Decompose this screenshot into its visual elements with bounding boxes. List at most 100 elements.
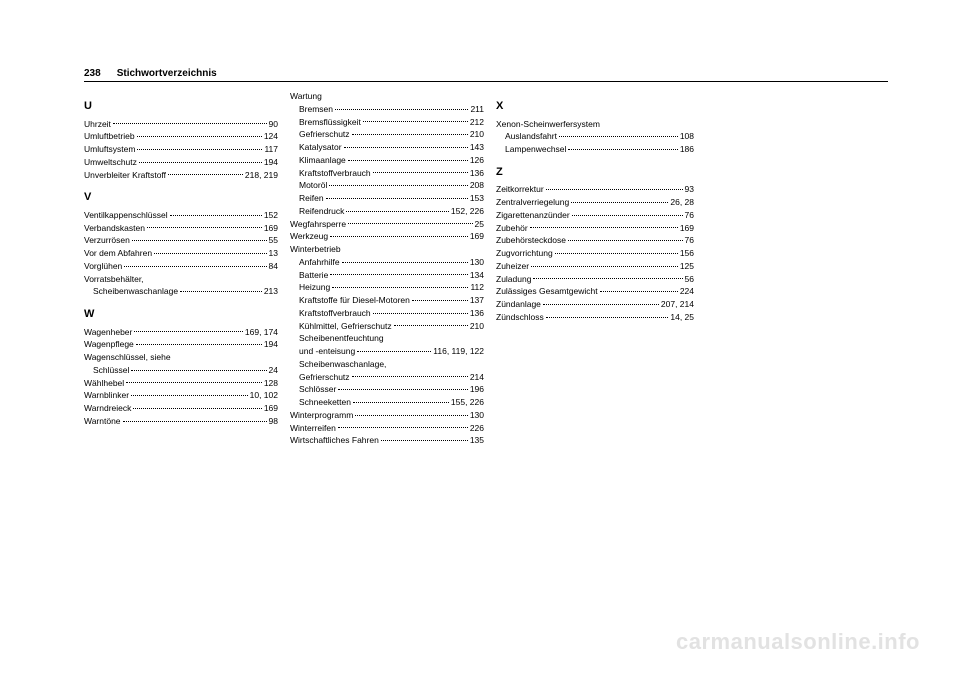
index-pages: 56 [685,273,694,286]
index-entry: Heizung112 [290,281,484,294]
leader-dots [329,185,467,186]
index-pages: 136 [470,307,484,320]
index-pages: 24 [269,364,278,377]
leader-dots [170,215,262,216]
index-label: Wagenheber [84,326,132,339]
index-entry: Zigarettenanzünder76 [496,209,694,222]
index-label: Zugvorrichtung [496,247,553,260]
index-entry: Verbandskasten169 [84,222,278,235]
index-entry: Bremsflüssigkeit212 [290,116,484,129]
index-entry: Zentralverriegelung26, 28 [496,196,694,209]
index-label: Scheibenwaschanlage, [299,358,386,371]
index-entry: Zeitkorrektur93 [496,183,694,196]
leader-dots [543,304,659,305]
index-entry: Wirtschaftliches Fahren135 [290,434,484,447]
leader-dots [126,382,262,383]
leader-dots [338,389,467,390]
index-entry: Warnblinker 10, 102 [84,389,278,402]
index-pages: 194 [264,156,278,169]
leader-dots [332,287,468,288]
index-label: Heizung [299,281,330,294]
leader-dots [600,291,678,292]
index-entry: Scheibenentfeuchtung [290,332,484,345]
index-entry: Vor dem Abfahren13 [84,247,278,260]
index-entry: Lampenwechsel186 [496,143,694,156]
leader-dots [353,402,449,403]
index-entry: Zuladung 56 [496,273,694,286]
leader-dots [132,240,267,241]
index-entry: Kraftstoffverbrauch136 [290,307,484,320]
index-pages: 152 [264,209,278,222]
index-label: Bremsflüssigkeit [299,116,361,129]
index-label: Umluftbetrieb [84,130,135,143]
index-pages: 211 [470,103,484,116]
index-pages: 169, 174 [245,326,278,339]
index-entry: Zugvorrichtung 156 [496,247,694,260]
index-label: Reifendruck [299,205,344,218]
leader-dots [346,211,449,212]
index-label: Zubehörsteckdose [496,234,566,247]
index-label: Zündanlage [496,298,541,311]
index-entry: Kühlmittel, Gefrierschutz210 [290,320,484,333]
section-letter: W [84,306,278,323]
section-letter: V [84,189,278,206]
index-label: Wegfahrsperre [290,218,346,231]
leader-dots [568,149,677,150]
index-label: Verzurrösen [84,234,130,247]
page: 238 Stichwortverzeichnis UUhrzeit90Umluf… [0,0,960,447]
index-label: Zuladung [496,273,531,286]
index-column-2: WartungBremsen211Bremsflüssigkeit212Gefr… [290,90,484,447]
leader-dots [559,136,678,137]
index-pages: 76 [685,209,694,222]
index-column-3: XXenon-ScheinwerfersystemAuslandsfahrt10… [496,90,694,447]
index-entry: Zubehör169 [496,222,694,235]
index-entry: Unverbleiter Kraftstoff218, 219 [84,169,278,182]
index-entry: Batterie134 [290,269,484,282]
index-pages: 13 [269,247,278,260]
leader-dots [124,266,266,267]
index-entry: Umluftbetrieb124 [84,130,278,143]
leader-dots [139,162,262,163]
index-pages: 169 [470,230,484,243]
leader-dots [546,189,683,190]
leader-dots [330,236,468,237]
leader-dots [180,291,262,292]
index-entry: Reifendruck 152, 226 [290,205,484,218]
index-label: Schlösser [299,383,336,396]
index-label: Zeitkorrektur [496,183,544,196]
index-pages: 143 [470,141,484,154]
index-pages: 152, 226 [451,205,484,218]
index-pages: 156 [680,247,694,260]
index-pages: 98 [269,415,278,428]
leader-dots [348,160,468,161]
index-label: Umweltschutz [84,156,137,169]
index-entry: Gefrierschutz214 [290,371,484,384]
index-pages: 117 [264,143,278,156]
index-entry: und -enteisung116, 119, 122 [290,345,484,358]
index-pages: 84 [269,260,278,273]
index-pages: 130 [470,256,484,269]
leader-dots [381,440,468,441]
index-pages: 194 [264,338,278,351]
leader-dots [357,351,431,352]
leader-dots [572,215,683,216]
index-label: Vorratsbehälter, [84,273,144,286]
index-entry: Ventilkappenschlüssel152 [84,209,278,222]
index-entry: Verzurrösen55 [84,234,278,247]
index-entry: Gefrierschutz210 [290,128,484,141]
leader-dots [546,317,669,318]
index-label: Zulässiges Gesamtgewicht [496,285,598,298]
index-entry: Wagenheber 169, 174 [84,326,278,339]
index-label: Warnblinker [84,389,129,402]
index-label: Gefrierschutz [299,128,350,141]
index-pages: 126 [470,154,484,167]
index-pages: 153 [470,192,484,205]
index-entry: Wagenpflege194 [84,338,278,351]
leader-dots [555,253,678,254]
index-entry: Vorglühen84 [84,260,278,273]
index-label: Kühlmittel, Gefrierschutz [299,320,392,333]
index-label: Zündschloss [496,311,544,324]
index-pages: 10, 102 [250,389,278,402]
index-column-1: UUhrzeit90Umluftbetrieb124Umluftsystem11… [84,90,278,447]
index-entry: Winterreifen226 [290,422,484,435]
